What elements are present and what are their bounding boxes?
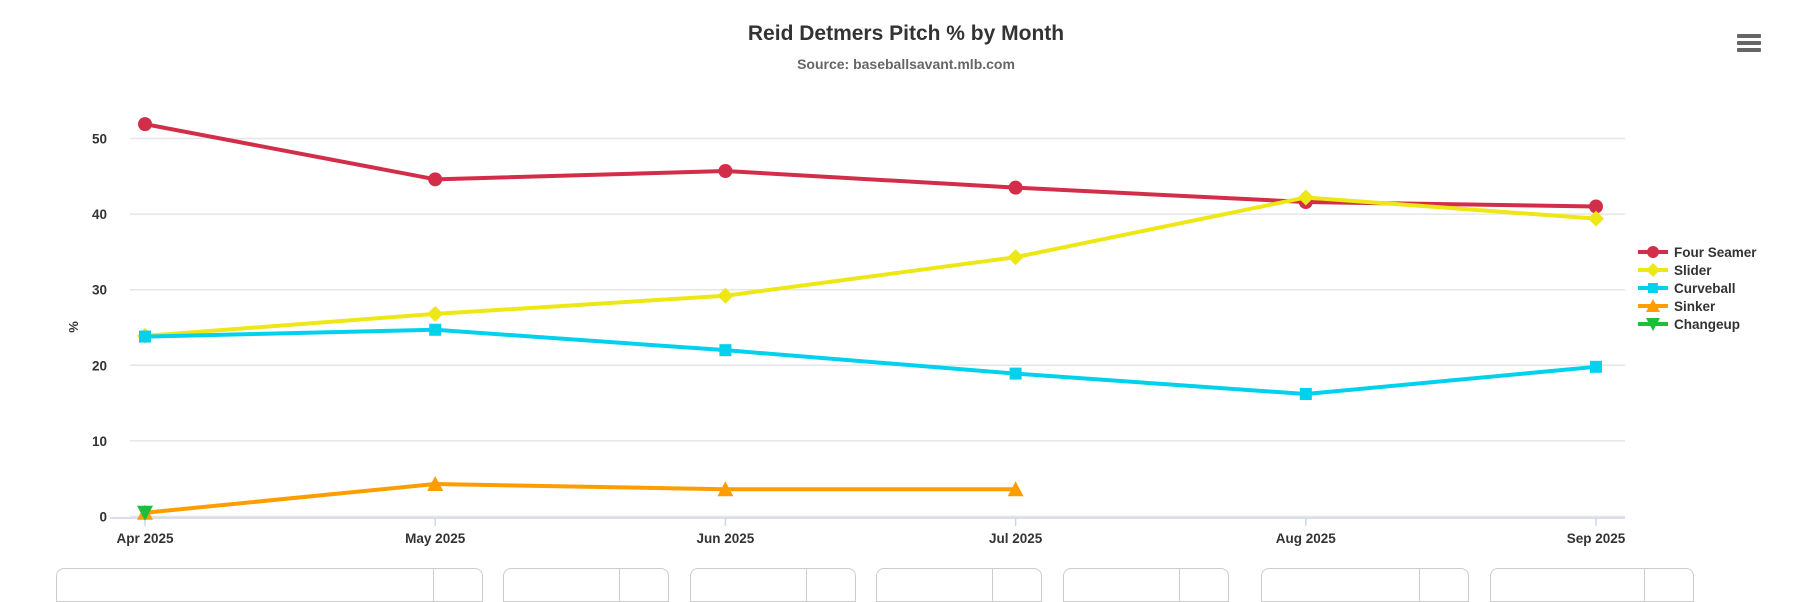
page: { "chart_data": { "type": "line", "title… xyxy=(56,22,1767,602)
data-point-marker xyxy=(1008,180,1023,195)
chart-title: Reid Detmers Pitch % by Month xyxy=(747,22,1065,45)
data-point-marker xyxy=(428,172,443,187)
data-point-marker xyxy=(1646,318,1660,331)
data-point-marker xyxy=(429,323,442,336)
data-point-marker xyxy=(1007,481,1024,497)
legend: Four Seamer Slider Curveball Sinker Changeup xyxy=(1638,243,1757,333)
data-point-marker xyxy=(1590,360,1602,373)
bottom-input-box[interactable] xyxy=(1063,568,1229,602)
circle-legend-marker-icon xyxy=(1638,246,1668,258)
x-axis-tick-label: Apr 2025 xyxy=(116,531,174,546)
triangle-down-legend-marker-icon xyxy=(1638,318,1668,331)
y-axis-tick-label: 50 xyxy=(92,132,107,147)
bottom-input-box[interactable] xyxy=(1490,568,1694,602)
data-point-marker xyxy=(1646,299,1660,312)
data-point-marker xyxy=(427,305,444,322)
data-point-marker xyxy=(139,330,151,343)
legend-item-changeup[interactable]: Changeup xyxy=(1638,315,1757,333)
legend-label: Changeup xyxy=(1674,316,1740,332)
series-sinker xyxy=(137,475,1024,520)
y-axis-tick-label: 30 xyxy=(92,283,107,298)
hamburger-menu-icon xyxy=(1737,41,1761,45)
y-axis-title: % xyxy=(66,321,81,333)
bottom-input-box[interactable] xyxy=(876,568,1042,602)
hamburger-menu-icon xyxy=(1737,48,1761,52)
hamburger-menu-icon xyxy=(1737,34,1761,38)
legend-label: Curveball xyxy=(1674,280,1736,296)
data-point-marker xyxy=(138,117,152,132)
legend-item-slider[interactable]: Slider xyxy=(1638,261,1757,279)
bottom-input-box[interactable] xyxy=(1261,568,1469,602)
series-line-curveball xyxy=(143,327,1598,397)
bottom-input-box[interactable] xyxy=(56,568,483,602)
data-point-marker xyxy=(1588,210,1604,227)
x-axis-tick-label: May 2025 xyxy=(405,531,466,546)
series-line-sinker xyxy=(143,481,1018,515)
line-chart: 0 10 20 30 40 50% Apr 2025 May 2025 Jun 2025 Jul … xyxy=(66,117,1626,546)
series-line-slider xyxy=(143,195,1598,338)
x-axis-tick-label: Aug 2025 xyxy=(1276,531,1337,546)
data-point-marker xyxy=(1648,283,1658,293)
x-axis-tick-label: Jun 2025 xyxy=(697,531,755,546)
data-point-marker xyxy=(1299,388,1312,401)
series-changeup xyxy=(137,505,153,521)
legend-item-curveball[interactable]: Curveball xyxy=(1638,279,1757,297)
y-axis-tick-label: 10 xyxy=(92,434,107,449)
data-point-marker xyxy=(717,481,734,497)
y-axis-tick-label: 40 xyxy=(92,207,107,222)
legend-label: Sinker xyxy=(1674,298,1716,314)
data-point-marker xyxy=(137,505,153,521)
series-slider xyxy=(137,189,1604,344)
data-point-marker xyxy=(1009,367,1022,380)
series-line-four-seamer xyxy=(143,122,1598,209)
data-point-marker xyxy=(1646,263,1660,277)
data-point-marker xyxy=(1589,199,1603,214)
data-point-marker xyxy=(1007,249,1024,266)
legend-label: Slider xyxy=(1674,262,1712,278)
legend-label: Four Seamer xyxy=(1674,244,1757,260)
data-point-marker xyxy=(1647,246,1659,258)
x-axis-tick-label: Sep 2025 xyxy=(1567,531,1626,546)
data-point-marker xyxy=(719,344,732,357)
data-point-marker xyxy=(427,475,444,491)
chart-context-menu-button[interactable] xyxy=(1731,28,1767,58)
legend-item-sinker[interactable]: Sinker xyxy=(1638,297,1757,315)
bottom-input-box[interactable] xyxy=(503,568,669,602)
y-axis-tick-label: 20 xyxy=(92,358,107,373)
series-four-seamer xyxy=(138,117,1603,214)
data-point-marker xyxy=(717,287,734,304)
x-axis-tick-label: Jul 2025 xyxy=(989,531,1043,546)
series-curveball xyxy=(139,323,1602,401)
y-axis-tick-label: 0 xyxy=(99,510,107,525)
legend-item-four-seamer[interactable]: Four Seamer xyxy=(1638,243,1757,261)
data-point-marker xyxy=(718,164,733,179)
diamond-legend-marker-icon xyxy=(1638,263,1668,277)
triangle-up-legend-marker-icon xyxy=(1638,299,1668,312)
square-legend-marker-icon xyxy=(1638,283,1668,293)
data-point-marker xyxy=(1297,189,1314,206)
bottom-input-box[interactable] xyxy=(690,568,856,602)
chart-subtitle: Source: baseballsavant.mlb.com xyxy=(797,56,1015,72)
